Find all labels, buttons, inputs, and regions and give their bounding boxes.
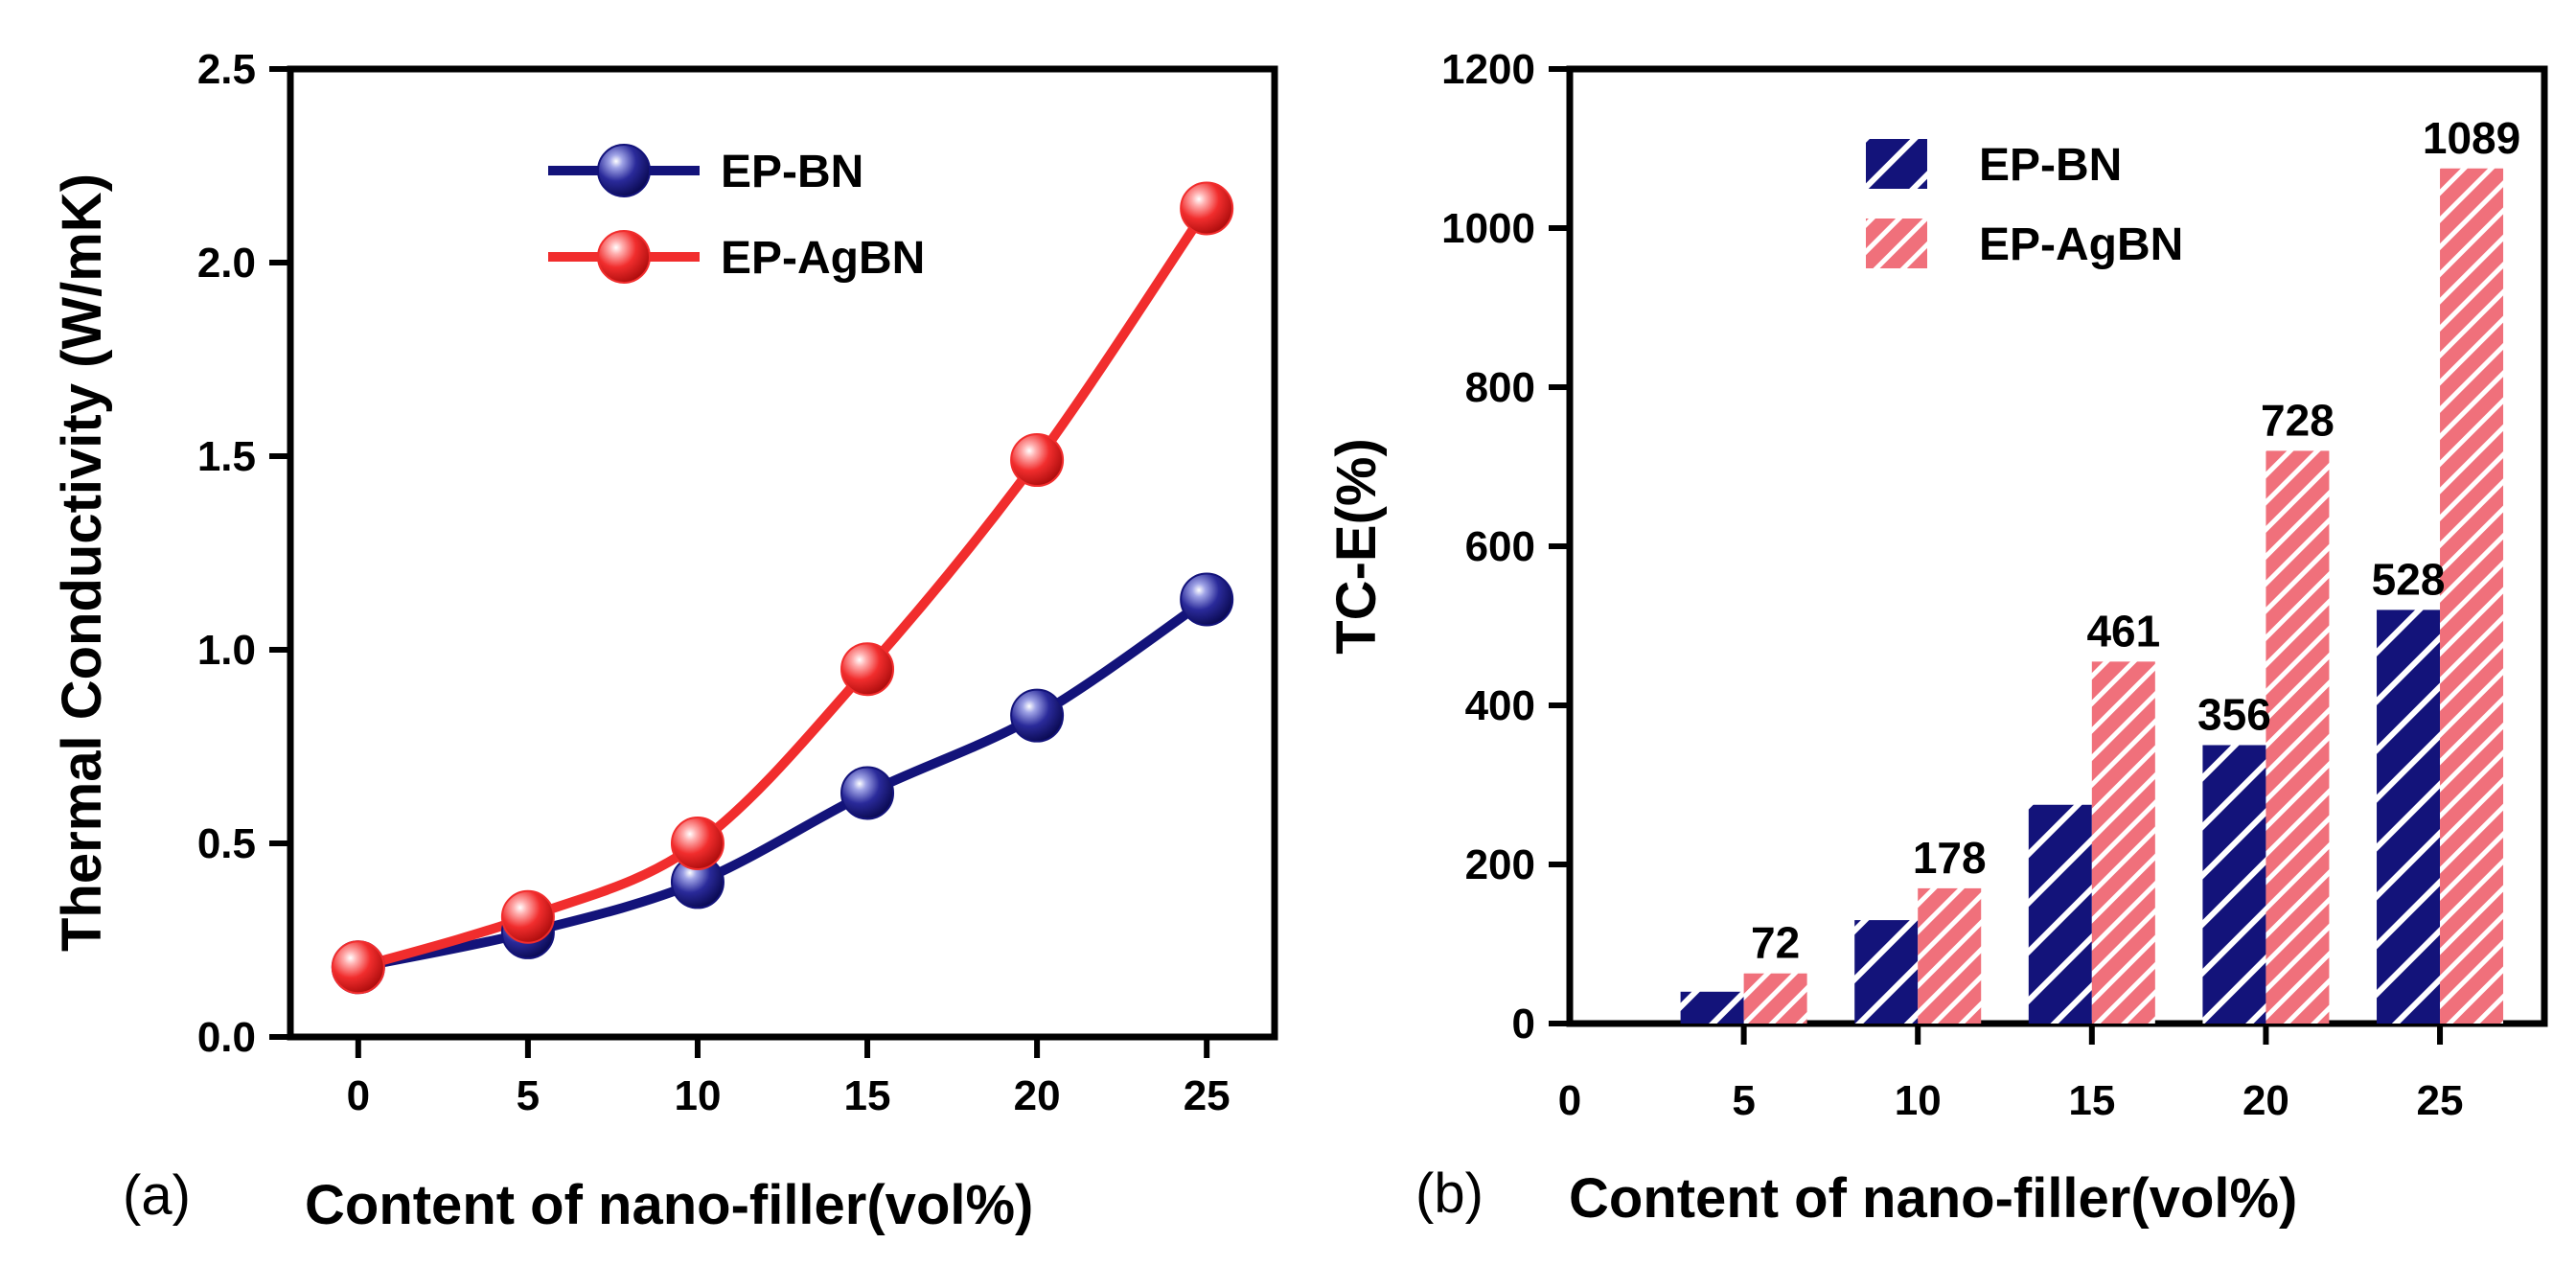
bar-ep-bn-25	[2377, 610, 2441, 1024]
y-tick-label: 0.0	[197, 1014, 256, 1061]
y-tick-label: 1.0	[197, 627, 256, 674]
panel-a-y-axis-label: Thermal Conductivity (W/mK)	[51, 173, 113, 952]
x-tick-label: 10	[1895, 1077, 1942, 1124]
y-tick-label: 200	[1465, 841, 1535, 888]
x-tick-label: 5	[517, 1072, 540, 1119]
y-tick-label: 0.5	[197, 820, 256, 867]
bar-label-ep-bn-25: 528	[2372, 554, 2446, 604]
legend-label-ep-agbn: EP-AgBN	[1979, 219, 2183, 270]
panel-a-x-axis-label: Content of nano-filler(vol%)	[305, 1174, 1033, 1236]
legend-label-ep-bn: EP-BN	[721, 147, 863, 197]
bar-ep-agbn-10	[1918, 887, 1982, 1024]
bar-ep-agbn-15	[2091, 661, 2155, 1024]
y-tick-label: 2.0	[197, 240, 256, 287]
y-tick-label: 600	[1465, 523, 1535, 570]
x-tick-label: 5	[1732, 1077, 1755, 1124]
bar-label-ep-agbn-15: 461	[2086, 606, 2160, 656]
panel-b-y-ticks: 0 200 400 600 800 1000 1200	[1441, 46, 1570, 1047]
panel-a-y-ticks: 0.0 0.5 1.0 1.5 2.0 2.5	[197, 46, 290, 1061]
bar-label-ep-bn-20: 356	[2197, 690, 2271, 740]
legend-marker-ep-bn	[597, 144, 651, 197]
legend-swatch-ep-agbn	[1866, 219, 1927, 268]
data-point-ep-bn	[1180, 572, 1234, 627]
data-point-ep-bn	[840, 766, 895, 820]
panel-a-line-chart: 0.0 0.5 1.0 1.5 2.0 2.5 0 5 10 15 20 25 EP-BN EP-Ag…	[51, 46, 1278, 1236]
y-tick-label: 1200	[1441, 46, 1535, 93]
x-tick-label: 15	[844, 1072, 891, 1119]
x-tick-label: 25	[1184, 1072, 1230, 1119]
panel-a-series-lines	[356, 205, 1211, 973]
bar-label-ep-agbn-25: 1089	[2423, 113, 2520, 163]
panel-a-series-points	[331, 181, 1234, 995]
legend-label-ep-agbn: EP-AgBN	[721, 233, 925, 284]
bar-ep-bn-10	[1854, 920, 1919, 1024]
panel-b-label: (b)	[1415, 1162, 1484, 1225]
data-point-ep-agbn	[840, 642, 895, 697]
y-tick-label: 1.5	[197, 433, 256, 480]
legend-marker-ep-agbn	[597, 230, 651, 284]
x-tick-label: 25	[2417, 1077, 2464, 1124]
x-tick-label: 15	[2068, 1077, 2115, 1124]
y-tick-label: 1000	[1441, 205, 1535, 252]
bar-ep-agbn-20	[2266, 450, 2330, 1024]
x-tick-label: 0	[1558, 1077, 1581, 1124]
legend-swatch-ep-bn	[1866, 139, 1927, 189]
series-line-ep-bn	[356, 595, 1209, 973]
series-line-ep-agbn	[356, 205, 1211, 973]
y-tick-label: 2.5	[197, 46, 256, 93]
x-tick-label: 20	[1014, 1072, 1061, 1119]
bar-label-ep-agbn-10: 178	[1913, 833, 1987, 883]
bar-ep-bn-20	[2202, 745, 2266, 1024]
data-point-ep-agbn	[1010, 433, 1065, 488]
panel-b-legend: EP-BN EP-AgBN	[1866, 139, 2183, 270]
y-tick-label: 0	[1512, 1001, 1535, 1047]
x-tick-label: 0	[347, 1072, 370, 1119]
bar-ep-agbn-5	[1743, 973, 1807, 1024]
panel-a-legend: EP-BN EP-AgBN	[548, 144, 925, 284]
bar-ep-agbn-25	[2440, 168, 2504, 1024]
data-point-ep-agbn	[331, 940, 385, 995]
panel-b-bar-chart: 0 200 400 600 800 1000 1200 0 5 10 15 20 25 72 178 46…	[1325, 46, 2548, 1230]
data-point-ep-agbn	[670, 817, 724, 870]
panel-b-x-ticks: 0 5 10 15 20 25	[1558, 1024, 2464, 1124]
bar-label-ep-agbn-20: 728	[2261, 395, 2334, 445]
bar-ep-bn-15	[2028, 804, 2092, 1024]
bar-ep-bn-5	[1680, 991, 1744, 1024]
panel-b-x-axis-label: Content of nano-filler(vol%)	[1569, 1167, 2297, 1230]
data-point-ep-bn	[1010, 688, 1065, 743]
x-tick-label: 20	[2242, 1077, 2289, 1124]
bar-label-ep-agbn-5: 72	[1751, 918, 1800, 968]
x-tick-label: 10	[674, 1072, 721, 1119]
data-point-ep-agbn	[500, 889, 555, 944]
y-tick-label: 800	[1465, 364, 1535, 411]
data-point-ep-agbn	[1180, 181, 1234, 236]
y-tick-label: 400	[1465, 682, 1535, 729]
panel-a-x-ticks: 0 5 10 15 20 25	[347, 1037, 1230, 1119]
legend-label-ep-bn: EP-BN	[1979, 140, 2122, 191]
panel-b-bars	[1680, 168, 2504, 1024]
panel-a-axes-frame	[287, 65, 1278, 1041]
panel-b-bar-labels: 72 178 461 356 728 528 1089	[1751, 113, 2520, 968]
panel-a-label: (a)	[123, 1164, 191, 1227]
panel-b-y-axis-label: TC-E(%)	[1325, 438, 1388, 655]
